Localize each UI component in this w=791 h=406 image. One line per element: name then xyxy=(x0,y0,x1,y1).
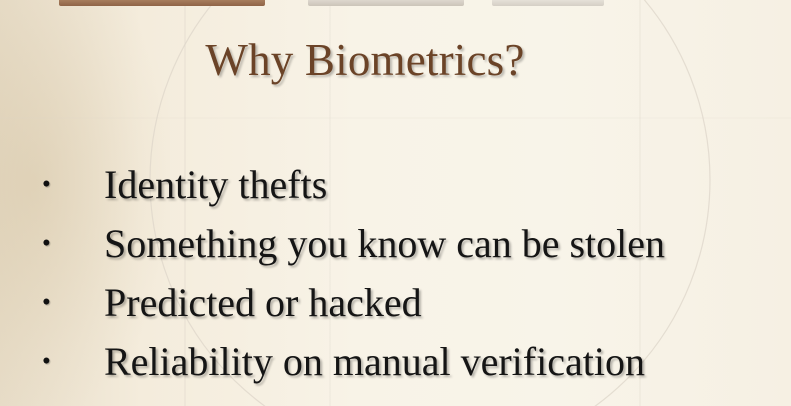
bullet-list: • Identity thefts • Something you know c… xyxy=(42,155,665,391)
paper-texture xyxy=(0,0,170,406)
bullet-text: Predicted or hacked xyxy=(104,279,422,325)
bullet-text: Reliability on manual verification xyxy=(104,338,645,384)
bullet-marker: • xyxy=(42,348,51,375)
bullet-item: • Identity thefts xyxy=(42,155,665,214)
bullet-item: • Something you know can be stolen xyxy=(42,214,665,273)
slide-title: Why Biometrics? xyxy=(205,35,525,85)
bullet-marker: • xyxy=(42,171,51,198)
bullet-marker: • xyxy=(42,289,51,316)
top-decorative-bar-gray-2 xyxy=(492,0,604,6)
bullet-item: • Predicted or hacked xyxy=(42,273,665,332)
bullet-text: Identity thefts xyxy=(104,161,328,207)
bullet-text: Something you know can be stolen xyxy=(104,220,666,266)
bullet-marker: • xyxy=(42,230,51,257)
top-decorative-bar-gray-1 xyxy=(308,0,464,6)
bullet-item: • Reliability on manual verification xyxy=(42,332,665,391)
top-decorative-bar-brown xyxy=(59,0,265,6)
